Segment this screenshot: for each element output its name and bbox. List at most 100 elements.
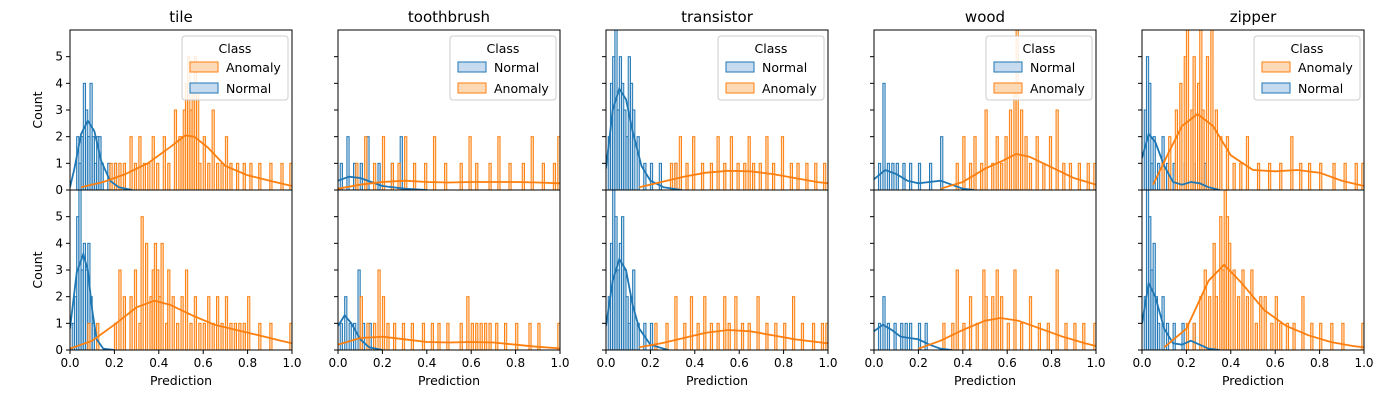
y-axis-label: Count [30, 251, 45, 288]
plot-area [70, 56, 292, 190]
legend-swatch-anomaly [457, 82, 487, 94]
legend-title: Class [1023, 41, 1056, 56]
hist-bar-anomaly [1290, 136, 1294, 190]
hist-bar-anomaly [1219, 136, 1223, 190]
hist-bar-normal [882, 82, 886, 190]
hist-bar-anomaly [669, 162, 674, 190]
legend-swatch-normal [725, 61, 755, 73]
hist-bar-anomaly [1055, 109, 1059, 190]
legend-label-normal: Normal [1030, 60, 1075, 75]
hist-bar-anomaly [1046, 322, 1050, 350]
hist-bar-anomaly [118, 269, 122, 350]
hist-bar-anomaly [515, 322, 519, 350]
hist-bar-anomaly [1319, 322, 1323, 350]
plot-area [874, 269, 1096, 350]
hist-bar-anomaly [1241, 269, 1245, 350]
hist-bar-anomaly [1024, 136, 1028, 190]
x-axis-label: Prediction [1222, 373, 1284, 388]
hist-bar-anomaly [475, 162, 479, 190]
hist-bar-anomaly [1000, 296, 1004, 350]
hist-bar-anomaly [955, 269, 959, 350]
legend-swatch-normal [189, 82, 219, 94]
hist-bar-anomaly [557, 136, 560, 190]
hist-bar-anomaly [242, 162, 246, 190]
hist-bar-normal [632, 109, 636, 190]
hist-bar-anomaly [401, 322, 406, 350]
kde-line-anomaly [940, 153, 1096, 190]
hist-bar-anomaly [814, 162, 818, 190]
subplot-wood: wood Class Normal Anomaly [870, 8, 1097, 191]
hist-bar-anomaly [1035, 136, 1039, 190]
hist-bar-anomaly [1228, 242, 1232, 350]
hist-bar-anomaly [446, 322, 450, 350]
y-tick-label: 2 [55, 130, 63, 144]
x-axis-label: Prediction [686, 373, 748, 388]
hist-bar-anomaly [716, 322, 720, 350]
plot-area [606, 190, 828, 350]
hist-bar-anomaly [1330, 322, 1334, 350]
hist-bar-anomaly [521, 162, 525, 190]
hist-bar-anomaly [723, 162, 727, 190]
hist-bar-anomaly [484, 322, 488, 350]
x-tick-label: 0.2 [641, 356, 660, 370]
subplot-title: toothbrush [408, 8, 490, 26]
hist-bar-normal [1181, 322, 1185, 350]
legend-title: Class [219, 41, 252, 56]
hist-bar-anomaly [1174, 109, 1179, 190]
hist-bar-anomaly [1225, 136, 1230, 190]
subplot-tile: 0 1 2 3 4 5 Count tile Class Anomaly Normal [30, 8, 293, 197]
x-axis-label: Prediction [418, 373, 480, 388]
subplot-title: tile [169, 8, 192, 26]
x-tick-label: 0.0 [328, 356, 347, 370]
kde-line-anomaly [1152, 112, 1364, 187]
subplot-row1-col1: 0.0 0.2 0.4 0.6 0.8 1.0 Prediction [328, 189, 570, 388]
hist-bar-anomaly [1361, 322, 1364, 350]
plot-area [338, 269, 560, 350]
kde-line-anomaly [70, 299, 292, 350]
x-tick-label: 0.0 [1132, 356, 1151, 370]
hist-bar-anomaly [1319, 162, 1323, 190]
x-tick-label: 0.2 [373, 356, 392, 370]
hist-bar-anomaly [220, 322, 224, 350]
hist-bar-anomaly [1020, 109, 1024, 190]
hist-bar-anomaly [1245, 296, 1250, 350]
hist-bar-anomaly [444, 162, 448, 190]
hist-bar-normal [893, 322, 897, 350]
x-tick-label: 0.4 [953, 356, 972, 370]
x-axis-label: Prediction [954, 373, 1016, 388]
x-tick-label: 0.0 [596, 356, 615, 370]
hist-bar-anomaly [736, 162, 740, 190]
hist-bar-anomaly [1006, 322, 1010, 350]
kde-line-anomaly [918, 317, 1096, 350]
hist-bar-anomaly [1042, 162, 1046, 190]
plot-area [874, 30, 1096, 190]
hist-bar-anomaly [280, 162, 284, 190]
hist-bar-anomaly [716, 136, 720, 190]
hist-bar-normal [877, 162, 882, 190]
legend-swatch-anomaly [993, 82, 1023, 94]
legend-title: Class [1291, 41, 1324, 56]
legend-title: Class [755, 41, 788, 56]
x-tick-label: 0.4 [685, 356, 704, 370]
hist-bar-anomaly [557, 322, 560, 350]
y-tick-label: 5 [55, 50, 63, 64]
legend-swatch-anomaly [189, 61, 219, 73]
x-tick-label: 0.6 [1266, 356, 1285, 370]
hist-bar-anomaly [765, 136, 769, 190]
hist-bar-anomaly [470, 322, 474, 350]
y-tick-label: 3 [55, 263, 63, 277]
hist-bar-normal [886, 162, 891, 190]
hist-bar-anomaly [1279, 322, 1283, 350]
hist-bar-anomaly [1268, 162, 1272, 190]
x-tick-label: 0.8 [1042, 356, 1061, 370]
hist-bar-anomaly [247, 296, 251, 350]
hist-bar-anomaly [140, 216, 144, 350]
hist-bar-anomaly [765, 322, 769, 350]
hist-bar-anomaly [1208, 296, 1212, 350]
hist-bar-anomaly [1048, 136, 1053, 190]
hist-bar-anomaly [674, 296, 678, 350]
hist-bar-anomaly [1214, 109, 1218, 190]
hist-bar-anomaly [752, 162, 756, 190]
legend-swatch-normal [1261, 82, 1291, 94]
